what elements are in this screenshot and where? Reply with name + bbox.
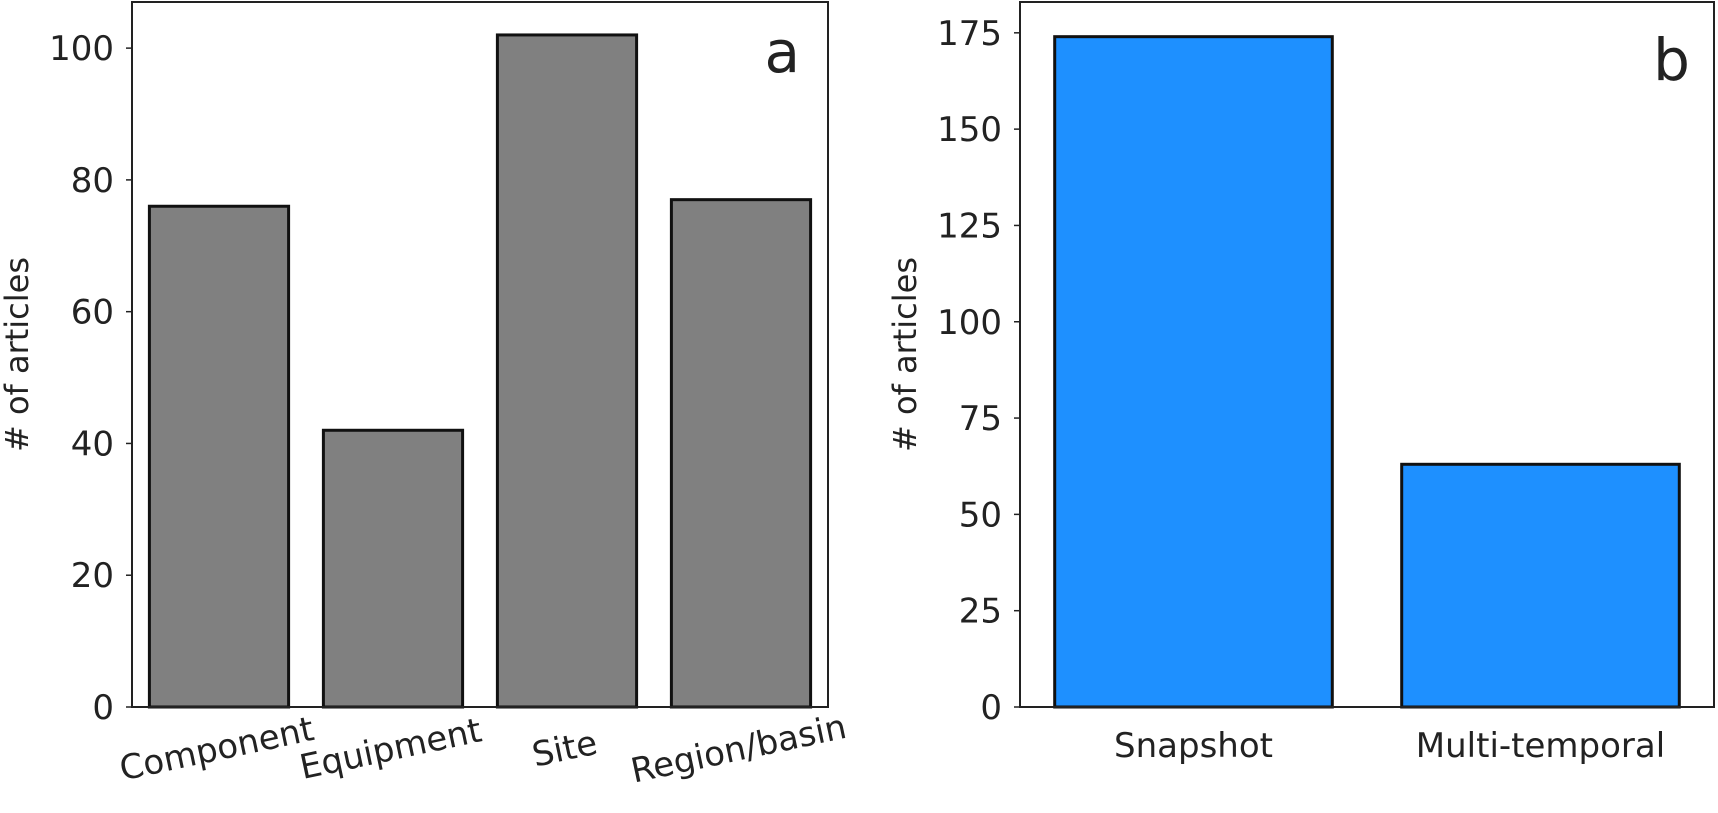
x-tick-label-1-1: Multi-temporal	[1416, 726, 1665, 766]
bar-0-3	[669, 198, 813, 709]
panel-letter-panel-b: b	[1653, 26, 1690, 94]
y-tick-label-1-0: 0	[980, 688, 1002, 728]
y-tick-label-1-2: 50	[959, 495, 1002, 535]
x-tick-label-0-2: Site	[529, 723, 601, 776]
bar-0-2	[495, 33, 639, 709]
y-tick-label-1-7: 175	[937, 14, 1002, 54]
y-tick-label-0-2: 40	[71, 424, 114, 464]
x-tick-label-0-1: Equipment	[296, 710, 485, 787]
bar-0-0	[147, 204, 291, 709]
y-axis-title-panel-b: # of articles	[886, 257, 924, 452]
x-tick-label-1-0: Snapshot	[1114, 726, 1273, 766]
panel-b: 0 25 50 75 100 125 150 175 Snapshot Multi-tempora…	[886, 1, 1715, 766]
bar-1-1	[1400, 462, 1681, 709]
y-tick-label-0-1: 20	[71, 556, 114, 596]
y-tick-label-1-3: 75	[959, 399, 1002, 439]
y-tick-label-1-5: 125	[937, 206, 1002, 246]
y-tick-label-1-4: 100	[937, 303, 1002, 343]
y-tick-label-0-4: 80	[71, 161, 114, 201]
y-tick-label-1-1: 25	[959, 592, 1002, 632]
plot-frame-panel-a	[131, 1, 829, 708]
x-tick-label-0-3: Region/basin	[627, 707, 850, 792]
y-axis-title-panel-a: # of articles	[0, 257, 36, 452]
bar-0-1	[321, 428, 465, 709]
plot-frame-panel-b	[1019, 1, 1715, 708]
panel-letter-panel-a: a	[764, 18, 800, 86]
y-tick-label-0-5: 100	[49, 29, 114, 69]
y-tick-label-0-3: 60	[71, 293, 114, 333]
y-tick-label-0-0: 0	[92, 688, 114, 728]
bar-1-0	[1053, 35, 1334, 709]
x-tick-label-0-0: Component	[116, 709, 317, 789]
y-tick-label-1-6: 150	[937, 110, 1002, 150]
